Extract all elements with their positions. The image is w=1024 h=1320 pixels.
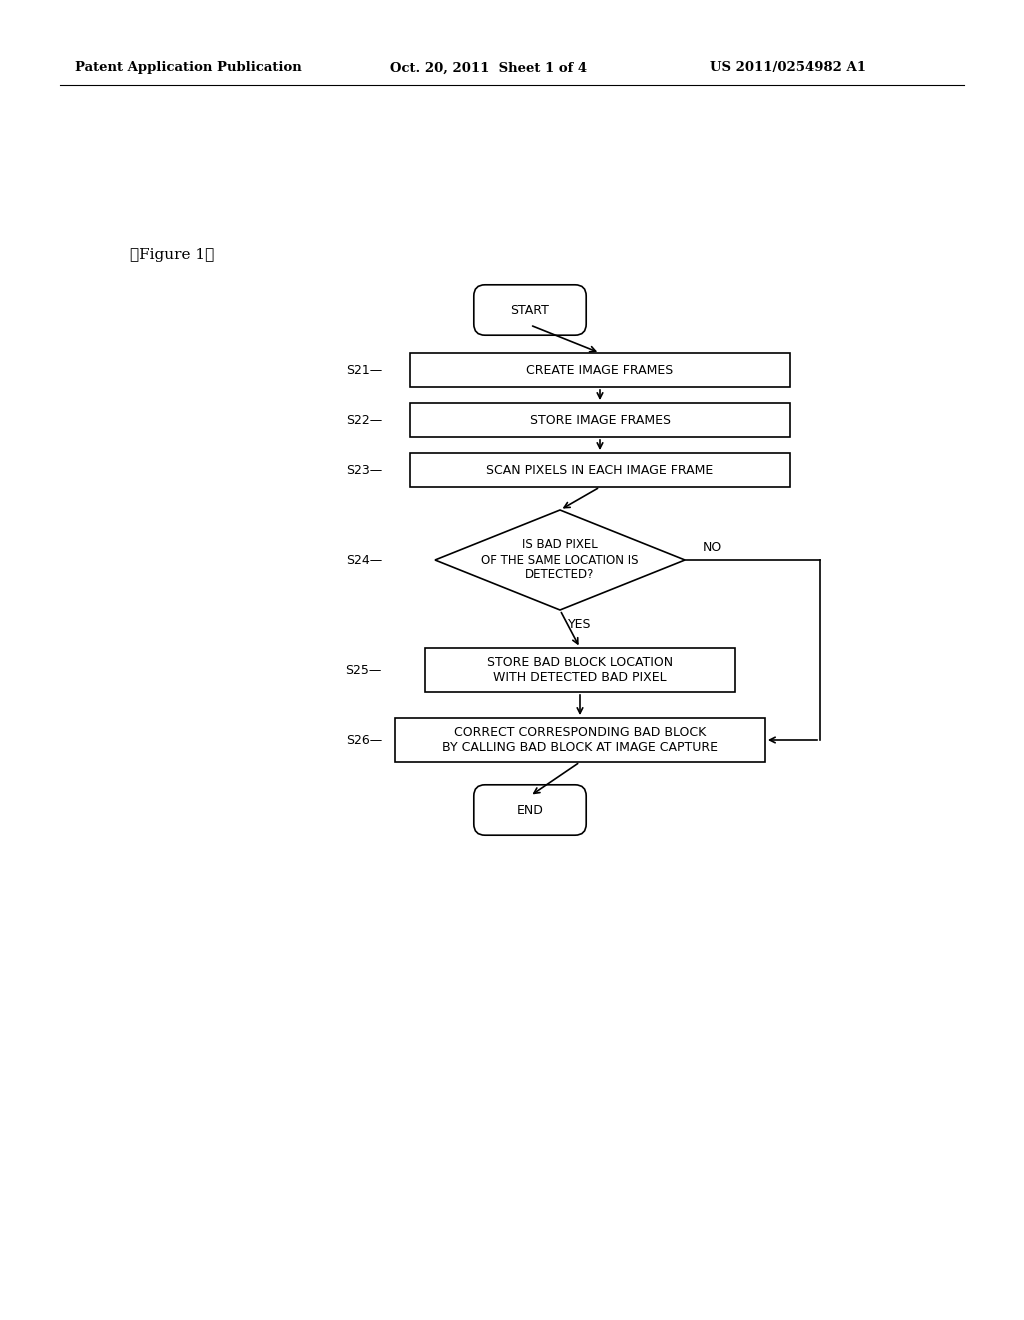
Text: IS BAD PIXEL
OF THE SAME LOCATION IS
DETECTED?: IS BAD PIXEL OF THE SAME LOCATION IS DET…: [481, 539, 639, 582]
Bar: [410, 453, 790, 487]
Text: YES: YES: [568, 618, 592, 631]
Bar: [410, 403, 790, 437]
FancyBboxPatch shape: [474, 285, 586, 335]
Text: S26—: S26—: [346, 734, 382, 747]
Text: S24—: S24—: [346, 553, 382, 566]
Polygon shape: [435, 510, 685, 610]
Text: START: START: [511, 304, 550, 317]
Text: NO: NO: [703, 541, 722, 554]
Text: Patent Application Publication: Patent Application Publication: [75, 62, 302, 74]
Text: 【Figure 1】: 【Figure 1】: [130, 248, 214, 261]
Text: US 2011/0254982 A1: US 2011/0254982 A1: [710, 62, 866, 74]
Text: S22—: S22—: [346, 413, 382, 426]
Text: STORE IMAGE FRAMES: STORE IMAGE FRAMES: [529, 413, 671, 426]
Text: CREATE IMAGE FRAMES: CREATE IMAGE FRAMES: [526, 363, 674, 376]
Bar: [410, 352, 790, 387]
Text: CORRECT CORRESPONDING BAD BLOCK
BY CALLING BAD BLOCK AT IMAGE CAPTURE: CORRECT CORRESPONDING BAD BLOCK BY CALLI…: [442, 726, 718, 754]
Text: Oct. 20, 2011  Sheet 1 of 4: Oct. 20, 2011 Sheet 1 of 4: [390, 62, 587, 74]
Text: STORE BAD BLOCK LOCATION
WITH DETECTED BAD PIXEL: STORE BAD BLOCK LOCATION WITH DETECTED B…: [487, 656, 673, 684]
Text: S25—: S25—: [346, 664, 382, 676]
Text: S21—: S21—: [346, 363, 382, 376]
Text: END: END: [516, 804, 544, 817]
Text: S23—: S23—: [346, 463, 382, 477]
Bar: [425, 648, 735, 692]
Text: SCAN PIXELS IN EACH IMAGE FRAME: SCAN PIXELS IN EACH IMAGE FRAME: [486, 463, 714, 477]
FancyBboxPatch shape: [474, 785, 586, 836]
Bar: [395, 718, 765, 762]
